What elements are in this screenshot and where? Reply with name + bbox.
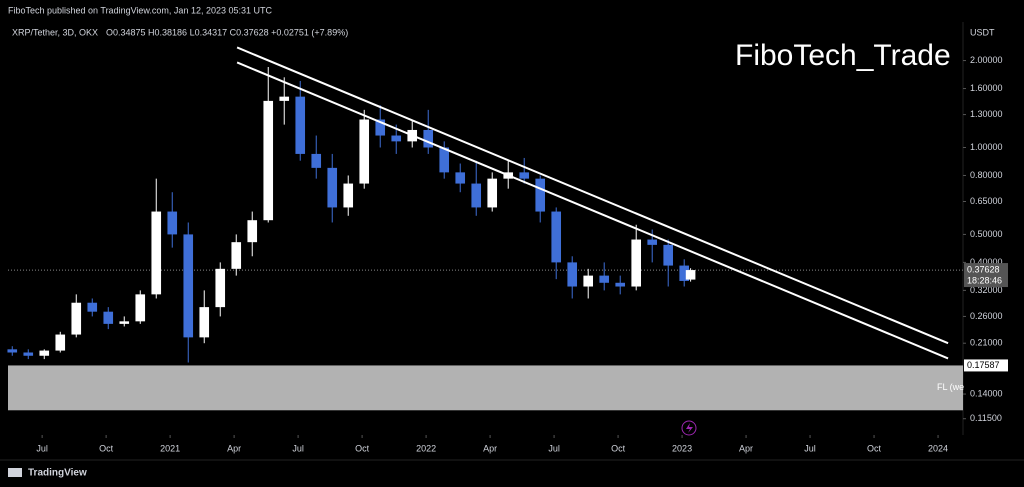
candle-body — [23, 352, 34, 356]
zone-label: FL (we — [937, 382, 964, 392]
candle-body — [679, 265, 690, 281]
publisher: FiboTech published on TradingView.com, J… — [8, 5, 272, 15]
y-tick-label: 1.00000 — [970, 142, 1003, 152]
y-tick-label: 0.26000 — [970, 311, 1003, 321]
x-tick-label: Jul — [36, 443, 48, 453]
x-tick-label: 2022 — [416, 443, 436, 453]
y-tick-label: 1.60000 — [970, 83, 1003, 93]
x-tick-label: Oct — [355, 443, 370, 453]
candle-body — [567, 262, 578, 287]
last-price-label: 0.37628 — [967, 264, 1000, 274]
y-tick-label: 0.50000 — [970, 229, 1003, 239]
logo — [8, 468, 22, 477]
x-tick-label: Jul — [804, 443, 816, 453]
y-tick-label: 1.30000 — [970, 109, 1003, 119]
candle-body — [455, 172, 466, 184]
candle-body — [311, 153, 322, 168]
candle-body — [135, 294, 146, 322]
y-tick-label: 2.00000 — [970, 55, 1003, 65]
zone — [8, 365, 963, 411]
y-tick-label: 0.65000 — [970, 196, 1003, 206]
y-tick-label: 0.40000 — [970, 257, 1003, 267]
y-unit: USDT — [970, 27, 995, 37]
y-tick-label: 0.11500 — [970, 413, 1002, 423]
symbol: XRP/Tether, 3D, OKX — [12, 27, 98, 37]
candle-body — [631, 239, 642, 287]
x-tick-label: Oct — [99, 443, 114, 453]
candle-body — [279, 96, 290, 101]
y-tick-label: 0.14000 — [970, 388, 1003, 398]
candle-body — [247, 220, 258, 243]
candle-body — [583, 275, 594, 287]
candle-body — [231, 242, 242, 269]
x-tick-label: 2021 — [160, 443, 180, 453]
candle-body — [343, 183, 354, 208]
candle-body — [439, 147, 450, 173]
candle-body — [7, 349, 18, 353]
trendline — [236, 46, 949, 345]
footer: TradingView — [28, 468, 87, 479]
candle-body — [647, 239, 658, 245]
x-tick-label: Jul — [548, 443, 560, 453]
candle-body — [167, 211, 178, 235]
candle-body — [87, 302, 98, 312]
zone-price-label: 0.17587 — [967, 360, 1000, 370]
candle-body — [423, 129, 434, 148]
x-tick-label: Apr — [739, 443, 753, 453]
candle-body — [71, 302, 82, 335]
x-tick-label: Oct — [867, 443, 882, 453]
candle-body — [183, 234, 194, 338]
candle-body — [487, 178, 498, 208]
candle-body — [685, 270, 696, 280]
candle-body — [151, 211, 162, 295]
watermark: FiboTech_Trade — [735, 39, 951, 72]
x-tick-label: Apr — [483, 443, 497, 453]
y-tick-label: 0.80000 — [970, 170, 1003, 180]
candle-body — [663, 244, 674, 266]
event-icon — [686, 423, 693, 433]
candle-body — [215, 268, 226, 308]
x-tick-label: Apr — [227, 443, 241, 453]
candle-body — [599, 275, 610, 283]
candle-body — [55, 334, 66, 351]
candle-body — [359, 119, 370, 184]
candle-body — [327, 167, 338, 208]
candle-body — [295, 96, 306, 154]
candle-body — [535, 178, 546, 212]
x-tick-label: 2023 — [672, 443, 692, 453]
candle-body — [199, 307, 210, 338]
candle-body — [263, 100, 274, 221]
candle-body — [375, 119, 386, 136]
candle-body — [551, 211, 562, 263]
y-tick-label: 0.32000 — [970, 285, 1003, 295]
candle-body — [103, 311, 114, 324]
candle-body — [39, 350, 50, 356]
candle-body — [615, 282, 626, 287]
candle-body — [471, 183, 482, 208]
candle-body — [391, 135, 402, 142]
event-icon — [681, 420, 697, 436]
zone-price-box — [964, 359, 1008, 372]
x-tick-label: 2024 — [928, 443, 948, 453]
candle-body — [519, 172, 530, 179]
x-tick-label: Jul — [292, 443, 304, 453]
candle-body — [119, 321, 130, 324]
x-tick-label: Oct — [611, 443, 626, 453]
y-tick-label: 0.21000 — [970, 338, 1003, 348]
ohlc: O0.34875 H0.38186 L0.34317 C0.37628 +0.0… — [106, 27, 348, 37]
countdown: 18:28:46 — [967, 275, 1002, 285]
trendline — [236, 61, 949, 360]
last-price-box — [964, 263, 1008, 288]
